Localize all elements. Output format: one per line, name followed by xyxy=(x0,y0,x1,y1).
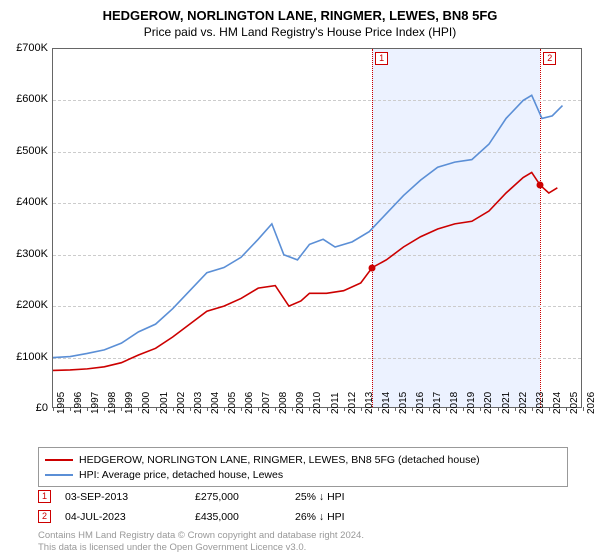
ytick-label: £0 xyxy=(36,402,48,414)
ytick-label: £600K xyxy=(16,93,48,105)
sale-price-1: £275,000 xyxy=(195,491,295,503)
chart-title: HEDGEROW, NORLINGTON LANE, RINGMER, LEWE… xyxy=(0,0,600,23)
ytick-label: £200K xyxy=(16,299,48,311)
series-line xyxy=(53,172,557,370)
legend: HEDGEROW, NORLINGTON LANE, RINGMER, LEWE… xyxy=(38,447,568,487)
chart-container: HEDGEROW, NORLINGTON LANE, RINGMER, LEWE… xyxy=(0,0,600,560)
legend-label: HPI: Average price, detached house, Lewe… xyxy=(79,469,283,481)
xtick-label: 2026 xyxy=(586,392,597,414)
sale-row-2: 2 04-JUL-2023 £435,000 26% ↓ HPI xyxy=(38,510,395,523)
footer-line-1: Contains HM Land Registry data © Crown c… xyxy=(38,530,364,542)
footer: Contains HM Land Registry data © Crown c… xyxy=(38,530,364,554)
sale-price-2: £435,000 xyxy=(195,511,295,523)
legend-item: HEDGEROW, NORLINGTON LANE, RINGMER, LEWE… xyxy=(45,452,561,467)
ytick-label: £700K xyxy=(16,42,48,54)
legend-label: HEDGEROW, NORLINGTON LANE, RINGMER, LEWE… xyxy=(79,454,480,466)
footer-line-2: This data is licensed under the Open Gov… xyxy=(38,542,364,554)
sale-diff-2: 26% ↓ HPI xyxy=(295,511,395,523)
sale-date-2: 04-JUL-2023 xyxy=(65,511,195,523)
chart-subtitle: Price paid vs. HM Land Registry's House … xyxy=(0,23,600,45)
sale-date-1: 03-SEP-2013 xyxy=(65,491,195,503)
series-line xyxy=(53,95,562,357)
sale-marker-2: 2 xyxy=(38,510,51,523)
ytick-label: £100K xyxy=(16,351,48,363)
ytick-label: £400K xyxy=(16,196,48,208)
sale-row-1: 1 03-SEP-2013 £275,000 25% ↓ HPI xyxy=(38,490,395,503)
sale-point-1 xyxy=(369,264,376,271)
legend-swatch xyxy=(45,474,73,476)
sale-marker-1: 1 xyxy=(38,490,51,503)
sale-diff-1: 25% ↓ HPI xyxy=(295,491,395,503)
plot-area: 1219951996199719981999200020012002200320… xyxy=(52,48,582,408)
legend-item: HPI: Average price, detached house, Lewe… xyxy=(45,467,561,482)
ytick-label: £300K xyxy=(16,248,48,260)
ytick-label: £500K xyxy=(16,145,48,157)
series-svg xyxy=(53,49,583,409)
sale-point-2 xyxy=(537,182,544,189)
legend-swatch xyxy=(45,459,73,461)
